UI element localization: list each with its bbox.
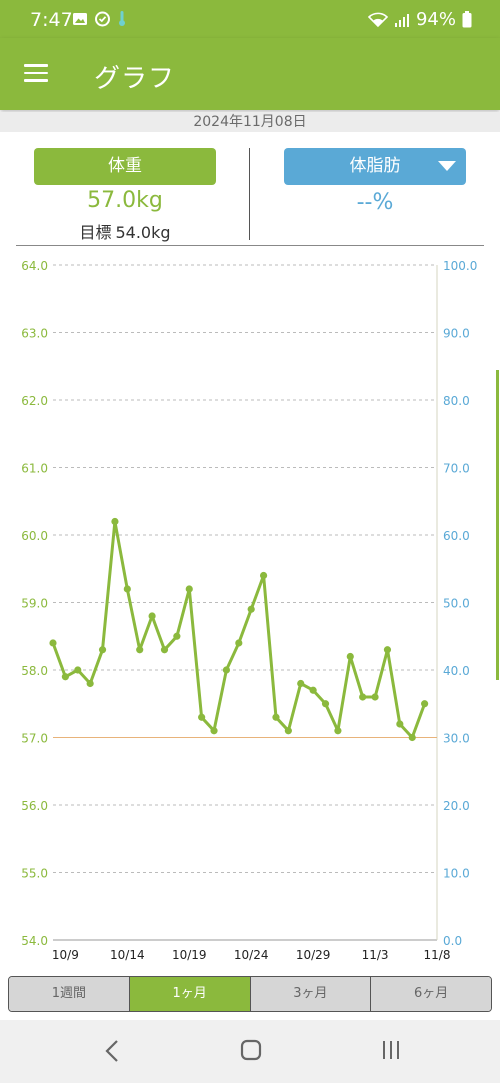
menu-icon[interactable]	[24, 64, 48, 84]
dropdown-caret-icon	[438, 161, 456, 171]
x-tick-label: 10/24	[234, 948, 269, 962]
tab-1-week[interactable]: 1週間	[9, 977, 130, 1011]
data-point	[321, 700, 330, 708]
y-right-tick-label: 20.0	[443, 799, 470, 813]
data-point	[222, 666, 231, 674]
data-point	[123, 585, 131, 593]
notification-icons	[72, 10, 127, 27]
data-point	[148, 612, 156, 620]
y-left-tick-label: 63.0	[21, 327, 48, 341]
data-point	[235, 639, 243, 647]
y-left-tick-label: 62.0	[21, 394, 48, 408]
y-right-tick-label: 70.0	[443, 462, 470, 476]
y-left-tick-label: 58.0	[21, 664, 48, 678]
y-left-tick-label: 55.0	[21, 867, 48, 881]
y-right-tick-label: 60.0	[443, 529, 470, 543]
x-tick-label: 11/8	[424, 948, 451, 962]
goal-label: 目標	[79, 223, 112, 242]
y-right-tick-label: 0.0	[443, 934, 462, 948]
data-point	[61, 673, 69, 681]
goal-value: 54.0kg	[115, 223, 171, 242]
weight-chart[interactable]: 54.0 55.0 56.0 57.0 58.0 59.0 60.0 61.0 62.0 63.0…	[0, 250, 500, 962]
data-point	[284, 727, 292, 735]
data-point	[173, 632, 181, 640]
x-tick-label: 10/19	[172, 948, 207, 962]
y-right-tick-label: 80.0	[443, 394, 470, 408]
data-point	[359, 693, 367, 701]
bodyfat-value: --%	[356, 190, 394, 215]
tab-6-months[interactable]: 6ヶ月	[371, 977, 491, 1011]
data-point	[210, 727, 218, 735]
y-left-tick-label: 61.0	[21, 462, 48, 476]
bodyfat-dropdown[interactable]: 体脂肪	[284, 148, 466, 185]
x-tick-label: 11/3	[362, 948, 389, 962]
data-point	[86, 679, 94, 688]
status-bar: 7:47 94%	[0, 0, 500, 38]
y-left-tick-label: 59.0	[21, 597, 48, 611]
x-tick-label: 10/9	[52, 948, 79, 962]
y-right-tick-label: 40.0	[443, 664, 470, 678]
data-point	[408, 733, 416, 742]
date-label: 2024年11月08日	[0, 112, 500, 132]
page-title: グラフ	[94, 64, 176, 94]
signal-icon	[394, 13, 409, 27]
chart-svg: 54.0 55.0 56.0 57.0 58.0 59.0 60.0 61.0 62.0 63.0…	[21, 259, 477, 962]
data-point	[160, 646, 169, 654]
status-time: 7:47	[30, 9, 73, 31]
data-point	[272, 713, 280, 721]
battery-icon	[462, 11, 472, 28]
alarm-clock-icon	[95, 11, 110, 27]
data-point	[198, 713, 206, 721]
data-point	[136, 646, 144, 654]
wifi-icon	[367, 12, 388, 27]
y-right-tick-label: 10.0	[443, 867, 470, 881]
data-point	[74, 666, 82, 674]
y-left-tick-label: 64.0	[21, 259, 48, 273]
range-tabs: 1週間 1ヶ月 3ヶ月 6ヶ月	[8, 976, 492, 1012]
x-tick-label: 10/14	[110, 948, 145, 962]
y-left-tick-label: 60.0	[21, 529, 48, 543]
data-point	[247, 605, 255, 613]
app-bar: グラフ	[0, 38, 500, 110]
weight-value: 57.0kg	[87, 188, 163, 213]
section-divider	[16, 245, 484, 246]
data-point	[396, 720, 404, 728]
data-point	[346, 652, 354, 661]
y-right-tick-label: 100.0	[443, 259, 477, 273]
data-point	[185, 585, 193, 593]
system-nav-bar	[0, 1020, 500, 1083]
back-icon[interactable]	[102, 1038, 122, 1064]
recent-apps-icon[interactable]	[380, 1038, 402, 1062]
data-point	[259, 571, 268, 580]
y-left-tick-label: 56.0	[21, 799, 48, 813]
y-right-tick-label: 30.0	[443, 732, 470, 746]
data-point	[49, 639, 57, 647]
scroll-indicator	[496, 370, 499, 680]
data-point	[383, 646, 392, 654]
y-left-tick-label: 57.0	[21, 732, 48, 746]
y-right-tick-label: 90.0	[443, 327, 470, 341]
gallery-icon	[73, 12, 87, 25]
data-point	[421, 700, 429, 708]
home-icon[interactable]	[240, 1038, 262, 1062]
data-point	[371, 693, 379, 701]
weight-button[interactable]: 体重	[34, 148, 216, 185]
x-tick-label: 10/29	[296, 948, 331, 962]
data-point	[334, 727, 342, 735]
series-line	[53, 520, 427, 739]
data-point	[297, 679, 305, 688]
tab-3-months[interactable]: 3ヶ月	[250, 977, 372, 1011]
thermometer-icon	[119, 11, 125, 26]
y-right-tick-label: 50.0	[443, 597, 470, 611]
data-point	[309, 686, 317, 694]
tab-1-month[interactable]: 1ヶ月	[129, 977, 251, 1011]
data-point	[111, 517, 119, 526]
data-point	[98, 646, 107, 654]
bodyfat-button-label: 体脂肪	[349, 156, 401, 176]
weight-goal: 目標 54.0kg	[34, 219, 216, 243]
y-left-tick-label: 54.0	[21, 934, 48, 948]
header-divider	[249, 148, 250, 240]
battery-level: 94%	[415, 9, 456, 30]
